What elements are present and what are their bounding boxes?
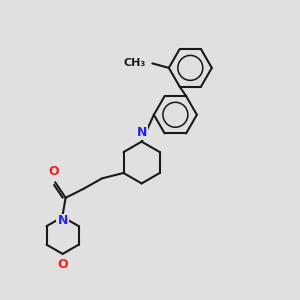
Text: O: O <box>49 165 59 178</box>
Text: N: N <box>137 126 147 139</box>
Text: CH₃: CH₃ <box>124 58 146 68</box>
Text: O: O <box>57 258 68 271</box>
Text: N: N <box>57 214 68 227</box>
